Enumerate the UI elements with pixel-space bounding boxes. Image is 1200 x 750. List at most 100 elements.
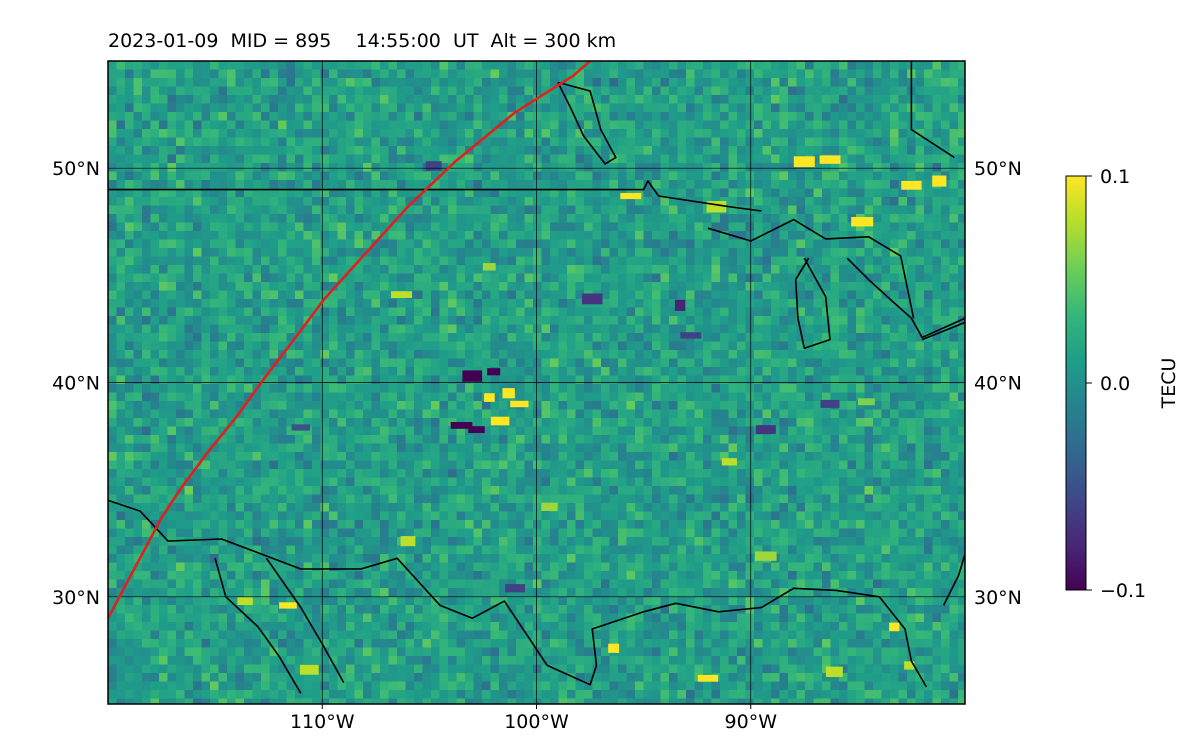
tec-cell: [635, 137, 644, 147]
tec-cell: [371, 460, 381, 470]
tec-cell: [941, 273, 950, 283]
tec-cell: [924, 469, 933, 478]
tec-cell: [108, 282, 117, 291]
tec-cell: [414, 86, 423, 96]
tec-cell: [796, 290, 806, 300]
tec-cell: [465, 171, 474, 181]
tec-cell: [227, 443, 236, 453]
tec-cell: [133, 205, 143, 215]
tec-cell: [601, 273, 610, 283]
tec-cell: [524, 129, 534, 138]
tec-cell: [397, 375, 406, 385]
tec-cell: [703, 350, 712, 359]
tec-cell: [312, 324, 321, 334]
tec-cell: [711, 214, 721, 223]
tec-cell: [660, 435, 670, 444]
tec-cell: [864, 290, 874, 300]
tec-cell: [856, 112, 865, 121]
tec-cell: [227, 239, 236, 249]
tec-cell: [388, 95, 398, 104]
tec-cell: [363, 418, 372, 427]
tec-cell: [363, 282, 372, 291]
tec-cell: [728, 129, 738, 138]
tec-cell: [754, 435, 763, 444]
tec-cell: [380, 112, 389, 121]
tec-cell: [261, 95, 270, 104]
tec-cell: [269, 137, 279, 147]
tec-cell: [414, 137, 423, 147]
tec-cell: [932, 282, 942, 291]
tec-cell: [244, 460, 253, 470]
tec-cell: [737, 231, 746, 240]
tec-cell: [601, 282, 610, 291]
tec-cell: [898, 273, 908, 283]
tec-cell: [269, 112, 279, 121]
tec-cell: [201, 154, 211, 164]
tec-cell: [711, 443, 721, 453]
tec-cell: [524, 435, 534, 444]
tec-cell: [558, 452, 568, 461]
tec-cell: [686, 231, 695, 240]
tec-cell: [830, 78, 840, 87]
tec-cell: [184, 129, 194, 138]
tec-cell: [380, 86, 389, 96]
tec-cell: [941, 129, 950, 138]
tec-cell: [167, 316, 177, 325]
tec-cell: [184, 146, 194, 155]
tec-cell: [235, 214, 245, 223]
tec-cell: [354, 367, 364, 376]
tec-cell: [448, 409, 457, 419]
tec-cell: [822, 375, 831, 385]
tec-cell: [575, 154, 585, 164]
tec-cell: [320, 78, 330, 87]
tec-cell: [677, 367, 687, 376]
tec-cell: [295, 401, 304, 410]
tec-cell: [125, 188, 134, 198]
tec-cell: [286, 469, 296, 478]
tec-cell: [482, 171, 491, 181]
tec-cell: [898, 214, 908, 223]
tec-cell: [516, 358, 525, 368]
tec-cell: [864, 282, 874, 291]
tec-cell: [609, 222, 619, 232]
tec-cell: [711, 231, 721, 240]
tec-cell: [907, 358, 916, 368]
tec-cell: [218, 137, 228, 147]
tec-cell: [329, 367, 338, 376]
tec-cell: [490, 290, 500, 300]
tec-cell: [312, 350, 321, 359]
tec-cell: [167, 375, 177, 385]
tec-cell: [482, 188, 491, 198]
tec-cell: [371, 469, 381, 478]
tec-cell: [405, 443, 415, 453]
tec-cell: [575, 188, 585, 198]
tec-cell: [329, 180, 338, 189]
tec-cell: [354, 341, 364, 351]
tec-cell: [907, 341, 916, 351]
tec-cell: [320, 86, 330, 96]
tec-cell: [108, 95, 117, 104]
tec-cell: [176, 282, 185, 291]
tec-cell: [771, 350, 780, 359]
tec-cell: [499, 307, 508, 317]
tec-cell: [439, 273, 449, 283]
tec-cell: [414, 146, 423, 155]
tec-cell: [847, 112, 857, 121]
tec-cell: [184, 171, 194, 181]
tec-cell: [830, 341, 840, 351]
tec-cell: [346, 112, 355, 121]
tec-cell: [414, 239, 423, 249]
tec-cell: [422, 154, 432, 164]
tec-cell: [669, 188, 678, 198]
tec-cell: [890, 324, 899, 334]
tec-cell: [703, 61, 712, 70]
tec-cell: [737, 69, 746, 79]
tec-cell: [558, 290, 568, 300]
tec-cell: [635, 290, 644, 300]
tec-cell: [932, 239, 942, 249]
tec-cell: [932, 146, 942, 155]
tec-cell: [125, 401, 134, 410]
tec-cell: [533, 358, 542, 368]
tec-cell: [524, 222, 534, 232]
tec-cell: [932, 367, 942, 376]
